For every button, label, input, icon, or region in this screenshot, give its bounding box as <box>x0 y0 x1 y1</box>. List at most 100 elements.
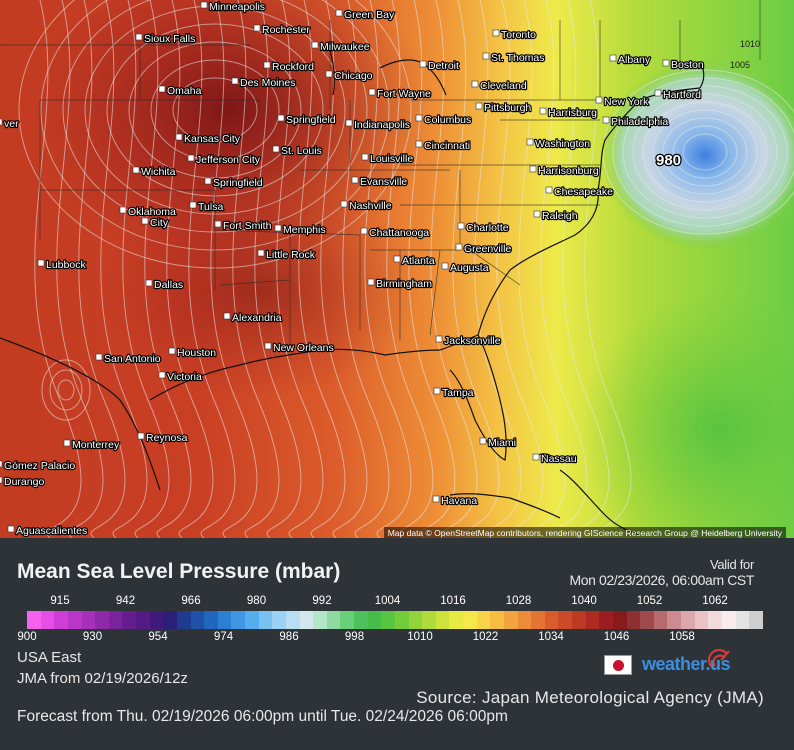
isobar-label: 1010 <box>740 39 760 49</box>
city-marker <box>345 119 353 127</box>
city-marker <box>368 88 376 96</box>
city-marker <box>457 222 465 230</box>
city-marker <box>189 201 197 209</box>
city-marker <box>0 460 3 468</box>
legend-panel: Mean Sea Level Pressure (mbar) Valid for… <box>0 538 794 750</box>
scale-tick-label: 900 <box>17 631 37 643</box>
city-marker <box>654 89 662 97</box>
scale-tick-label: 986 <box>279 631 299 643</box>
isobar-ring <box>128 41 302 179</box>
scale-tick-label: 1010 <box>407 631 433 643</box>
scale-tick-label: 1022 <box>472 631 499 643</box>
state-borders <box>0 0 761 345</box>
city-label: City <box>150 217 169 229</box>
isobar-line <box>188 0 236 538</box>
city-label: Miami <box>488 437 516 449</box>
scale-swatch <box>394 611 409 629</box>
city-marker <box>204 177 212 185</box>
city-marker <box>351 176 359 184</box>
scale-swatch <box>490 611 504 629</box>
isobar-ring <box>642 101 768 203</box>
scale-swatch <box>531 611 545 629</box>
city-label: Fort Smith <box>223 220 272 232</box>
city-marker <box>340 200 348 208</box>
scale-swatch <box>272 611 286 629</box>
city-marker <box>361 153 369 161</box>
city-label: Fort Wayne <box>377 88 431 100</box>
city-marker <box>526 138 534 146</box>
city-marker <box>158 85 166 93</box>
scale-swatch <box>299 611 314 629</box>
city-label: Pittsburgh <box>484 102 531 114</box>
city-label: Milwaukee <box>320 41 370 53</box>
scale-swatch <box>544 611 559 629</box>
city-label: Atlanta <box>402 255 435 267</box>
city-label: Cleveland <box>480 80 527 92</box>
city-marker <box>223 312 231 320</box>
city-marker <box>95 353 103 361</box>
city-label: Sioux Falls <box>144 33 195 45</box>
city-label: Tulsa <box>198 201 223 213</box>
scale-swatch <box>81 611 96 629</box>
isobar-line <box>584 0 632 538</box>
city-label: Harrisonburg <box>538 165 599 177</box>
city-marker <box>214 220 222 228</box>
scale-tick-label: 980 <box>246 595 267 607</box>
city-marker <box>393 255 401 263</box>
city-label: Wichita <box>141 166 176 178</box>
scale-swatch <box>435 611 450 629</box>
scale-tick-label: 1028 <box>505 595 532 607</box>
city-label: Memphis <box>283 224 326 236</box>
scale-swatch <box>95 611 109 629</box>
scale-swatch <box>503 611 518 629</box>
weather-logo-icon <box>708 649 730 667</box>
isobar-ring <box>57 379 75 401</box>
city-label: Springfield <box>286 114 336 126</box>
scale-tick-label: 1062 <box>702 595 728 607</box>
isobar-ring <box>622 85 788 219</box>
city-marker <box>471 80 479 88</box>
city-label: Houston <box>177 347 216 359</box>
region-label: USA East <box>17 649 82 666</box>
scale-swatch <box>599 611 613 629</box>
scale-swatch <box>558 611 572 629</box>
city-label: Chicago <box>334 70 373 82</box>
isobar-line <box>408 0 456 538</box>
city-label: Reynosa <box>146 432 188 444</box>
scale-swatch <box>354 611 368 629</box>
source-label: Source: Japan Meteorological Agency (JMA… <box>416 688 764 707</box>
isobar-ring <box>682 133 728 171</box>
city-marker <box>272 145 280 153</box>
city-marker <box>335 9 343 17</box>
isobar-ring <box>172 77 258 143</box>
city-label: Albany <box>618 54 651 66</box>
isobar-ring <box>612 77 794 227</box>
isobar-line <box>78 0 126 538</box>
scale-tick-label: 992 <box>312 595 332 607</box>
scale-tick-label: 954 <box>148 631 168 643</box>
scale-swatch <box>204 611 218 629</box>
scale-swatch <box>258 611 273 629</box>
city-marker <box>475 102 483 110</box>
pressure-map[interactable]: Minneapolis Green Bay Sioux Falls Rochester… <box>0 0 794 538</box>
city-marker <box>441 262 449 270</box>
city-marker <box>277 114 285 122</box>
isobar-ring <box>602 69 794 235</box>
city-label: Dallas <box>154 279 183 291</box>
city-marker <box>37 259 45 267</box>
city-marker <box>7 525 15 533</box>
city-marker <box>274 224 282 232</box>
scale-swatch <box>108 611 123 629</box>
city-label: Greenville <box>464 243 511 255</box>
scale-swatch <box>653 611 668 629</box>
isobar-line <box>320 0 368 538</box>
city-marker <box>257 249 265 257</box>
isobar-ring <box>632 93 778 211</box>
scale-swatch <box>681 611 695 629</box>
city-label: Minneapolis <box>209 1 265 13</box>
city-marker <box>492 29 500 37</box>
city-label: San Antonio <box>104 353 161 365</box>
city-marker <box>662 59 670 67</box>
city-label: Louisville <box>370 153 413 165</box>
map-attribution[interactable]: Map data © OpenStreetMap contributors, r… <box>383 527 786 538</box>
